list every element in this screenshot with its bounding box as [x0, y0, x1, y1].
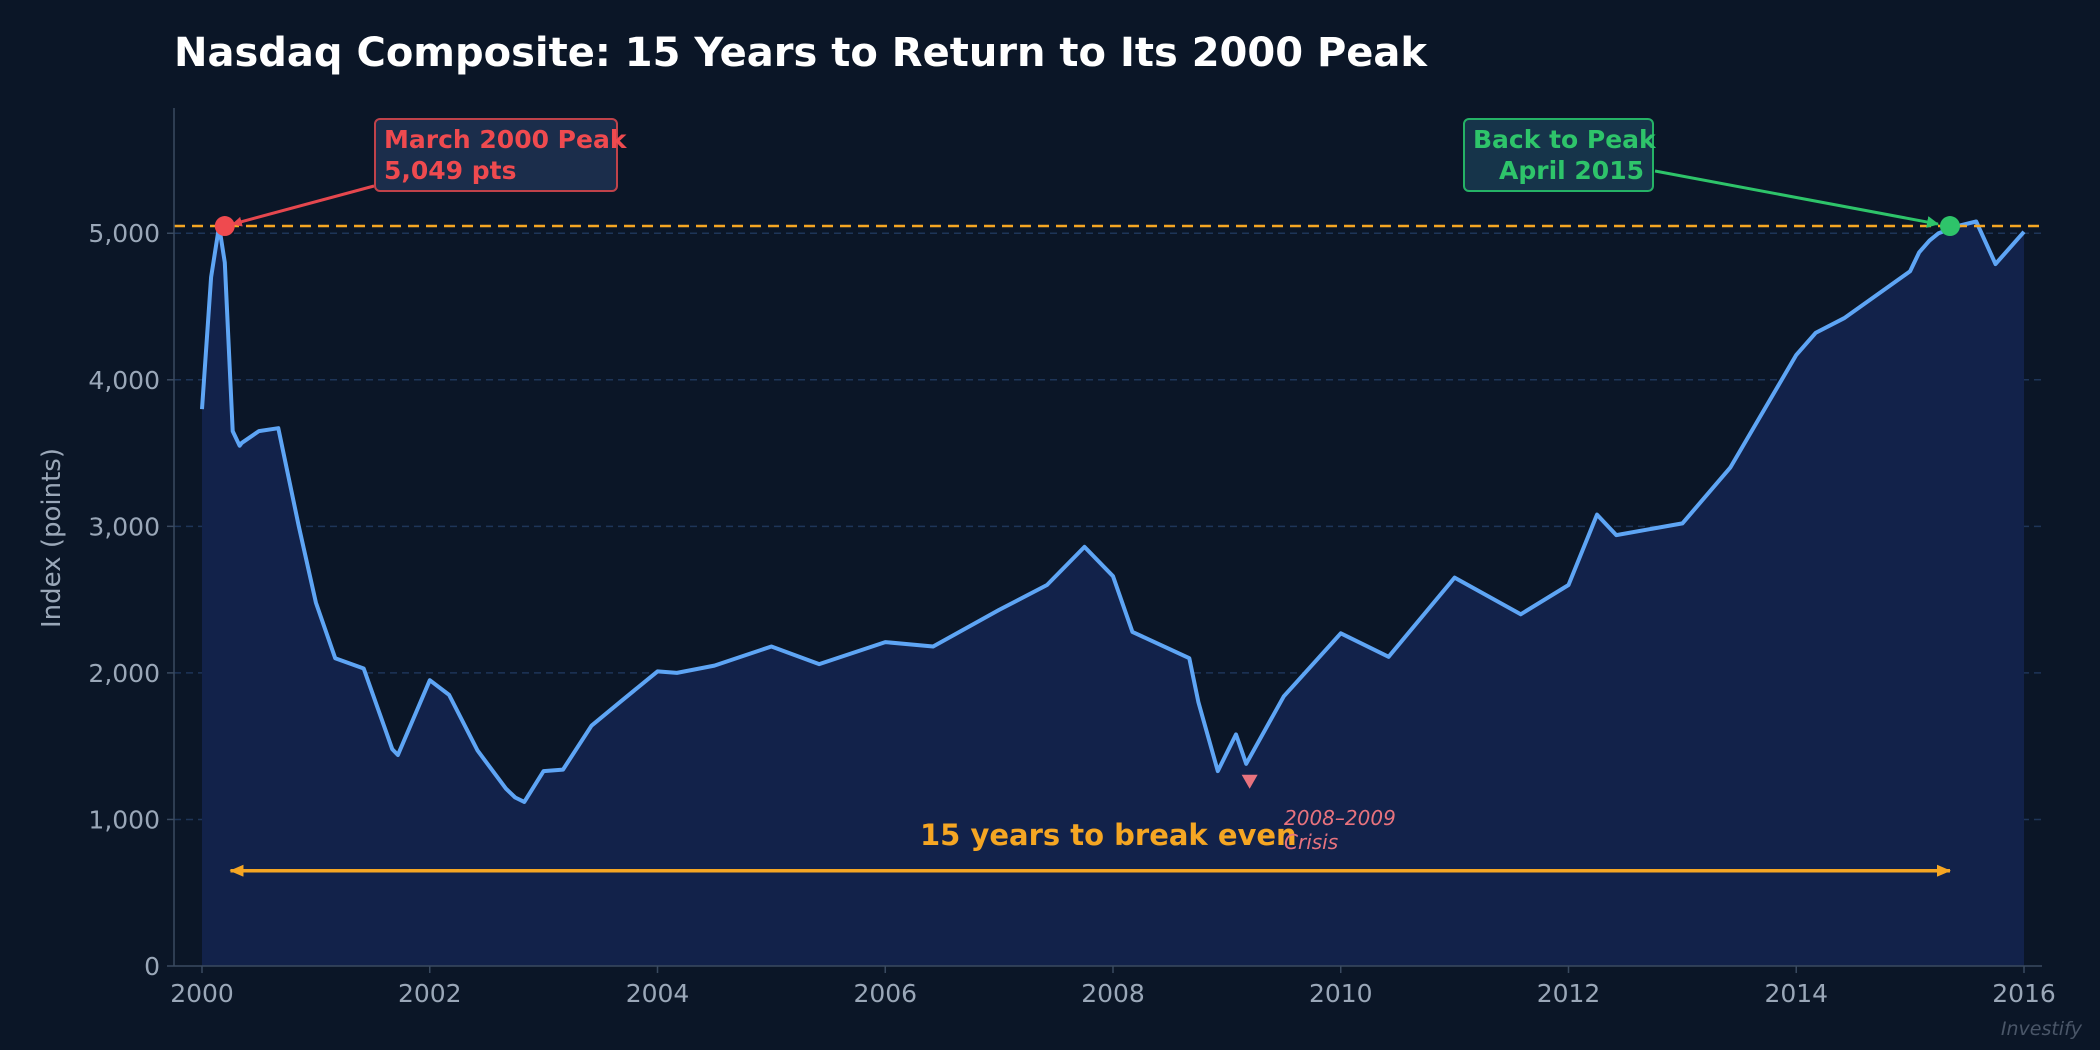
x-tick-label: 2002 — [398, 979, 462, 1008]
series-area — [202, 221, 2024, 966]
crisis-annotation-line1: 2008–2009 — [1284, 806, 1396, 830]
recovery-marker — [1939, 216, 1960, 237]
x-tick-label: 2006 — [853, 979, 917, 1008]
recovery-arrow — [1654, 169, 1939, 228]
x-tick-label: 2014 — [1764, 979, 1828, 1008]
peak-marker — [214, 216, 235, 237]
x-tick-label: 2004 — [626, 979, 690, 1008]
x-tick-label: 2008 — [1081, 979, 1145, 1008]
x-tick-label: 2016 — [1992, 979, 2056, 1008]
break-even-label: 15 years to break even — [920, 818, 1297, 852]
recovery-annotation-line2: April 2015 — [1499, 156, 1644, 185]
peak-arrow — [231, 184, 375, 227]
recovery-annotation-line1: Back to Peak — [1473, 125, 1656, 154]
peak-annotation: March 2000 Peak 5,049 pts — [374, 118, 627, 192]
crisis-annotation-line2: Crisis — [1284, 830, 1339, 854]
y-tick-label: 3,000 — [88, 512, 160, 541]
peak-annotation-line2: 5,049 pts — [384, 156, 517, 185]
x-tick-label: 2012 — [1537, 979, 1601, 1008]
x-tick-label: 2000 — [170, 979, 234, 1008]
y-axis-title: Index (points) — [37, 448, 67, 628]
peak-annotation-line1: March 2000 Peak — [384, 125, 627, 154]
crisis-marker — [1241, 774, 1258, 789]
y-tick-label: 0 — [144, 952, 160, 981]
y-tick-label: 1,000 — [88, 805, 160, 834]
chart-title: Nasdaq Composite: 15 Years to Return to … — [174, 30, 1427, 76]
recovery-annotation: Back to Peak April 2015 — [1463, 118, 1656, 192]
crisis-annotation: 2008–2009 Crisis — [1284, 806, 1396, 854]
series-line — [200, 219, 2026, 804]
watermark: Investify — [2000, 1018, 2082, 1040]
x-tick-label: 2010 — [1309, 979, 1373, 1008]
y-tick-label: 4,000 — [88, 366, 160, 395]
y-tick-label: 5,000 — [88, 219, 160, 248]
y-tick-label: 2,000 — [88, 659, 160, 688]
